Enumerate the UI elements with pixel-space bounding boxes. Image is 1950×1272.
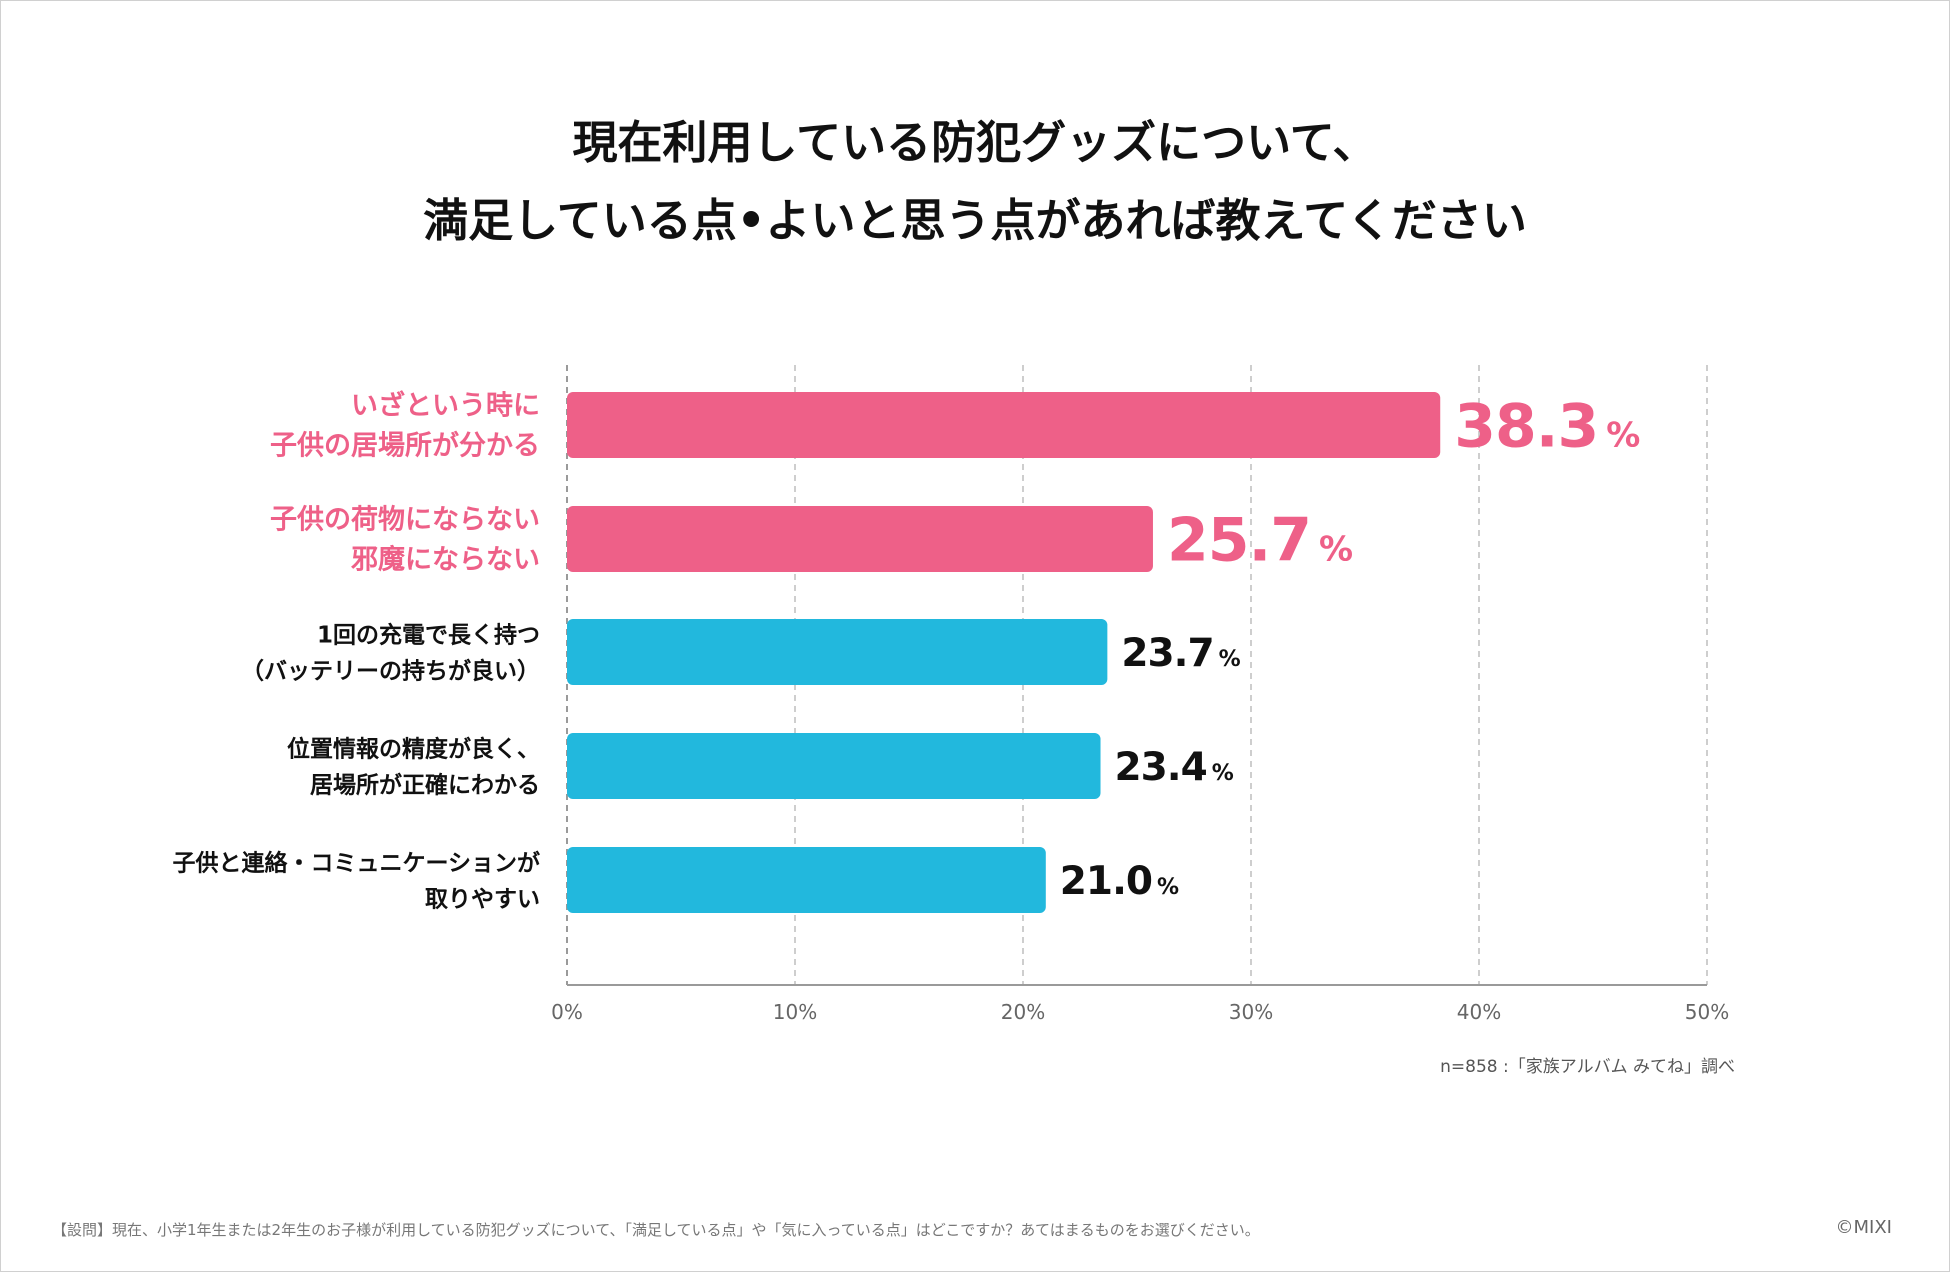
value-number: 38.3 xyxy=(1454,392,1598,462)
value-unit: % xyxy=(1606,416,1639,456)
x-tick-label: 10% xyxy=(773,1000,817,1024)
bar xyxy=(567,847,1046,913)
category-label: 居場所が正確にわかる xyxy=(310,771,540,798)
bar xyxy=(567,392,1441,458)
bar xyxy=(567,733,1101,799)
value-unit: % xyxy=(1319,530,1352,570)
x-tick-label: 50% xyxy=(1685,1000,1729,1024)
category-label: 子供と連絡・コミュニケーションが xyxy=(172,849,540,876)
value-number: 25.7 xyxy=(1167,506,1311,576)
bar xyxy=(567,506,1153,572)
value-label: 38.3% xyxy=(1454,392,1639,462)
value-number: 23.7 xyxy=(1121,631,1213,676)
survey-question-note: 【設問】現在、小学1年生または2年生のお子様が利用している防犯グッズについて、「… xyxy=(52,1221,1260,1239)
value-unit: % xyxy=(1219,647,1241,672)
chart-title-line2: 満足している点•よいと思う点があれば教えてください xyxy=(423,194,1527,247)
value-label: 21.0% xyxy=(1060,859,1179,904)
chart-title-line1: 現在利用している防犯グッズについて、 xyxy=(572,116,1378,169)
category-label: 子供の荷物にならない xyxy=(270,505,540,536)
x-tick-label: 30% xyxy=(1229,1000,1273,1024)
x-tick-label: 40% xyxy=(1457,1000,1501,1024)
value-unit: % xyxy=(1157,875,1179,900)
value-number: 21.0 xyxy=(1060,859,1152,904)
category-label: 取りやすい xyxy=(425,886,540,912)
value-unit: % xyxy=(1212,761,1234,786)
category-label: 邪魔にならない xyxy=(350,545,540,576)
bar xyxy=(567,619,1108,685)
x-tick-label: 20% xyxy=(1001,1000,1045,1024)
category-label: いざという時に xyxy=(351,390,540,422)
value-label: 25.7% xyxy=(1167,506,1352,576)
x-tick-label: 0% xyxy=(551,1000,583,1024)
source-note: n=858 :「家族アルバム みてね」調べ xyxy=(1440,1057,1735,1077)
category-label: 位置情報の精度が良く、 xyxy=(287,735,540,762)
value-label: 23.7% xyxy=(1121,631,1240,676)
category-label: 1回の充電で長く持つ xyxy=(317,621,540,648)
value-number: 23.4 xyxy=(1115,745,1207,790)
category-label: （バッテリーの持ちが良い） xyxy=(241,657,540,684)
value-label: 23.4% xyxy=(1115,745,1234,790)
category-label: 子供の居場所が分かる xyxy=(270,430,540,462)
copyright: ©MIXI xyxy=(1835,1217,1892,1238)
